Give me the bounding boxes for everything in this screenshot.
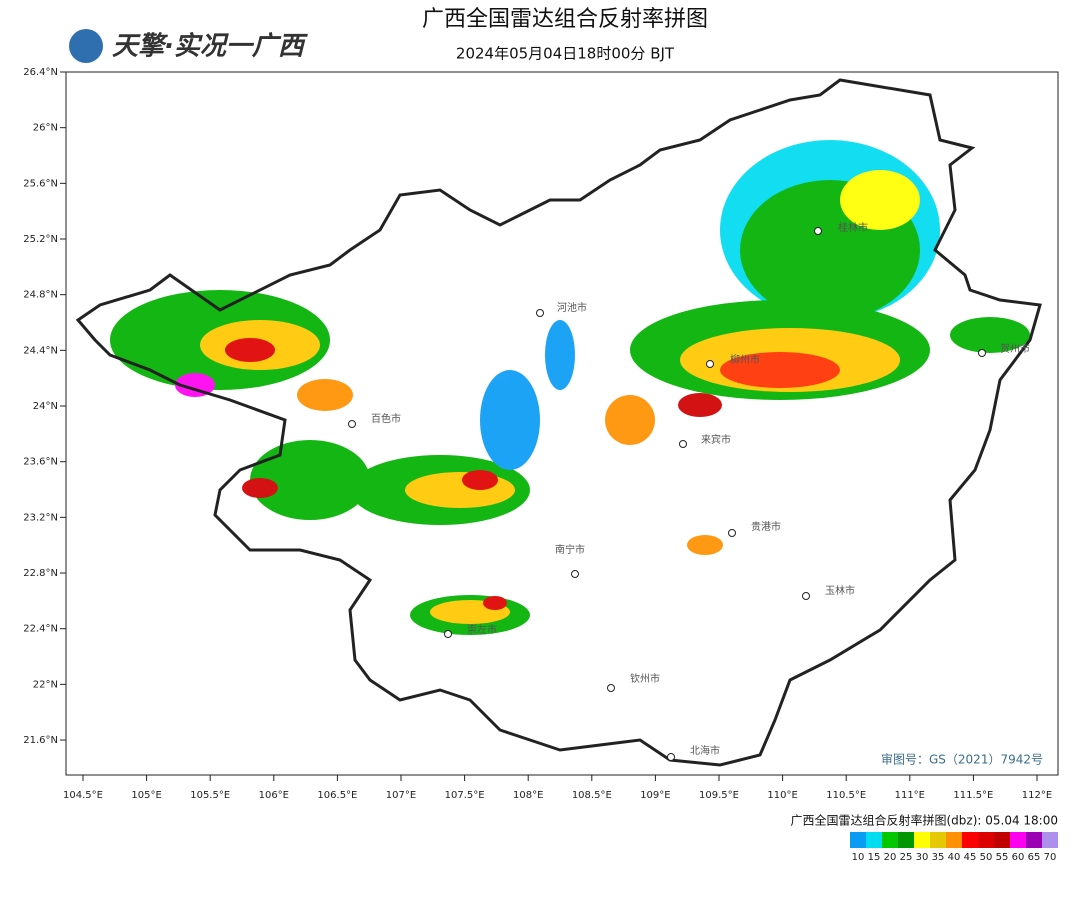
lon-label: 107°E <box>386 790 416 801</box>
legend-label: 45 <box>964 852 977 863</box>
lat-label: 25.2°N <box>23 234 58 245</box>
legend-label: 20 <box>884 852 897 863</box>
city-label: 崇左市 <box>467 623 497 636</box>
legend-title: 广西全国雷达组合反射率拼图(dbz): 05.04 18:00 <box>790 813 1058 828</box>
lon-label: 108.5°E <box>572 790 612 801</box>
city-label: 贺州市 <box>1000 342 1030 355</box>
legend-swatch <box>930 832 946 848</box>
lon-label: 105.5°E <box>190 790 230 801</box>
subtitle: 2024年05月04日18时00分 BJT <box>456 45 675 63</box>
logo-text: 天擎·实况一广西 <box>112 32 309 62</box>
legend-swatch <box>882 832 898 848</box>
city-label: 玉林市 <box>825 584 855 597</box>
city-marker <box>802 592 810 600</box>
city-marker <box>444 630 452 638</box>
city-label: 桂林市 <box>838 221 868 234</box>
lon-label: 111°E <box>895 790 925 801</box>
legend-swatch <box>1042 832 1058 848</box>
city-marker <box>679 440 687 448</box>
legend-label: 25 <box>900 852 913 863</box>
lat-label: 22°N <box>33 679 58 690</box>
city-label: 河池市 <box>557 301 587 314</box>
approval-number: 审图号：GS（2021）7942号 <box>881 752 1043 767</box>
province-border <box>75 78 1042 767</box>
legend-swatch <box>1026 832 1042 848</box>
city-marker <box>978 349 986 357</box>
lat-label: 23.6°N <box>23 457 58 468</box>
city-marker <box>536 309 544 317</box>
legend-swatch <box>898 832 914 848</box>
lat-label: 24°N <box>33 401 58 412</box>
legend-label: 30 <box>916 852 929 863</box>
legend-label: 70 <box>1044 852 1057 863</box>
lat-label: 24.8°N <box>23 290 58 301</box>
legend-swatch <box>962 832 978 848</box>
legend-label: 60 <box>1012 852 1025 863</box>
legend-label: 10 <box>852 852 865 863</box>
legend-label: 40 <box>948 852 961 863</box>
lon-label: 109°E <box>640 790 670 801</box>
lon-label: 107.5°E <box>445 790 485 801</box>
city-marker <box>728 529 736 537</box>
lat-label: 22.8°N <box>23 568 58 579</box>
lat-label: 25.6°N <box>23 178 58 189</box>
legend-swatch <box>978 832 994 848</box>
legend-swatch <box>850 832 866 848</box>
legend-swatch <box>1010 832 1026 848</box>
city-label: 来宾市 <box>701 433 731 446</box>
city-marker <box>706 360 714 368</box>
city-label: 柳州市 <box>730 353 760 366</box>
lon-label: 108°E <box>513 790 543 801</box>
city-marker <box>571 570 579 578</box>
lon-label: 106°E <box>259 790 289 801</box>
city-marker <box>348 420 356 428</box>
legend-swatch <box>866 832 882 848</box>
legend-label: 35 <box>932 852 945 863</box>
legend-label: 65 <box>1028 852 1041 863</box>
lon-label: 112°E <box>1022 790 1052 801</box>
city-marker <box>667 753 675 761</box>
lat-label: 24.4°N <box>23 345 58 356</box>
city-label: 贵港市 <box>751 520 781 533</box>
city-label: 百色市 <box>371 412 401 425</box>
radar-echoes <box>110 140 1030 635</box>
legend-swatch <box>994 832 1010 848</box>
legend-swatch <box>946 832 962 848</box>
legend-label: 50 <box>980 852 993 863</box>
lon-label: 110.5°E <box>826 790 866 801</box>
lon-label: 110°E <box>767 790 797 801</box>
lat-label: 23.2°N <box>23 512 58 523</box>
legend-label: 15 <box>868 852 881 863</box>
lat-label: 26.4°N <box>23 67 58 78</box>
lon-label: 104.5°E <box>63 790 103 801</box>
legend-label: 55 <box>996 852 1009 863</box>
lat-label: 21.6°N <box>23 735 58 746</box>
city-label: 钦州市 <box>630 672 660 685</box>
legend-swatch <box>914 832 930 848</box>
city-label: 北海市 <box>690 744 720 757</box>
logo-icon <box>69 29 103 63</box>
title: 广西全国雷达组合反射率拼图 <box>422 7 708 32</box>
city-label: 南宁市 <box>555 543 585 556</box>
lon-label: 109.5°E <box>699 790 739 801</box>
lon-label: 105°E <box>131 790 161 801</box>
city-marker <box>607 684 615 692</box>
lon-label: 106.5°E <box>317 790 357 801</box>
city-marker <box>814 227 822 235</box>
lat-label: 26°N <box>33 123 58 134</box>
lat-label: 22.4°N <box>23 624 58 635</box>
lon-label: 111.5°E <box>953 790 993 801</box>
